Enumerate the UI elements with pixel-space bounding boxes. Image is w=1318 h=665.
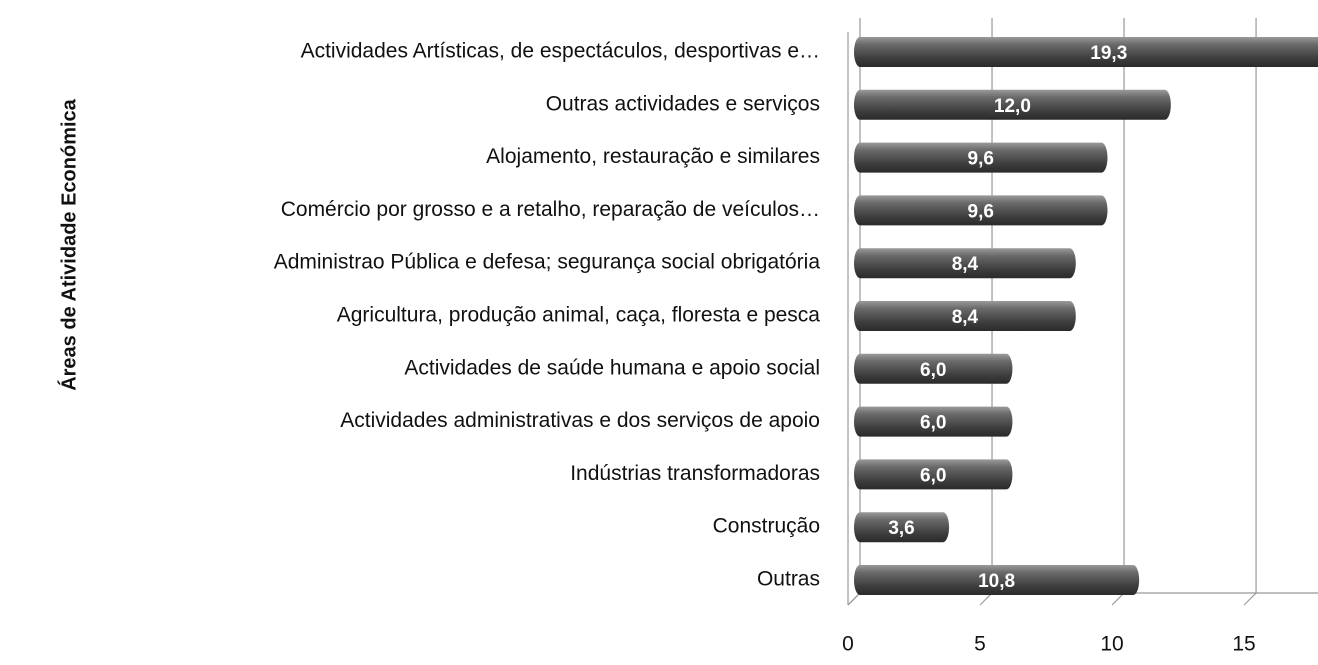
value-label: 3,6 bbox=[888, 518, 914, 539]
value-label: 10,8 bbox=[978, 571, 1015, 592]
bar bbox=[854, 565, 1140, 595]
y-tick-label: Administrao Pública e defesa; segurança … bbox=[274, 251, 821, 274]
bar bbox=[854, 89, 1171, 120]
value-label: 8,4 bbox=[952, 254, 979, 275]
x-tick-label: 5 bbox=[974, 633, 986, 656]
value-label: 19,3 bbox=[1090, 43, 1127, 64]
x-tick-label: 0 bbox=[842, 633, 854, 656]
y-axis-label: Áreas de Atividade Económica bbox=[57, 98, 80, 390]
y-tick-label: Construção bbox=[713, 515, 820, 538]
value-label: 8,4 bbox=[952, 307, 979, 328]
value-label: 9,6 bbox=[968, 201, 994, 222]
bar bbox=[854, 195, 1108, 226]
y-tick-label: Comércio por grosso e a retalho, reparaç… bbox=[281, 198, 820, 221]
bar bbox=[854, 248, 1076, 279]
value-label: 6,0 bbox=[920, 360, 946, 381]
bar bbox=[854, 37, 1318, 67]
value-label: 6,0 bbox=[920, 413, 946, 434]
value-label: 12,0 bbox=[994, 96, 1031, 117]
value-label: 9,6 bbox=[968, 149, 994, 170]
bar bbox=[854, 512, 950, 543]
x-tick-label: 10 bbox=[1100, 633, 1123, 656]
x-tick-label: 15 bbox=[1232, 633, 1255, 656]
bar bbox=[854, 459, 1013, 490]
bar bbox=[854, 142, 1108, 173]
y-tick-label: Agricultura, produção animal, caça, flor… bbox=[337, 304, 821, 327]
bars bbox=[854, 37, 1318, 595]
y-tick-label: Indústrias transformadoras bbox=[570, 462, 820, 485]
value-label: 6,0 bbox=[920, 465, 946, 486]
y-tick-label: Outras actividades e serviços bbox=[546, 92, 820, 115]
y-tick-label: Actividades Artísticas, de espectáculos,… bbox=[301, 40, 820, 63]
y-tick-label: Actividades de saúde humana e apoio soci… bbox=[404, 356, 820, 379]
bar bbox=[854, 353, 1013, 384]
bar bbox=[854, 301, 1076, 331]
y-tick-label: Actividades administrativas e dos serviç… bbox=[340, 409, 820, 432]
y-tick-label: Alojamento, restauração e similares bbox=[486, 145, 820, 168]
bar bbox=[854, 406, 1013, 437]
y-tick-label: Outras bbox=[757, 568, 820, 591]
grid-line bbox=[1243, 18, 1257, 606]
